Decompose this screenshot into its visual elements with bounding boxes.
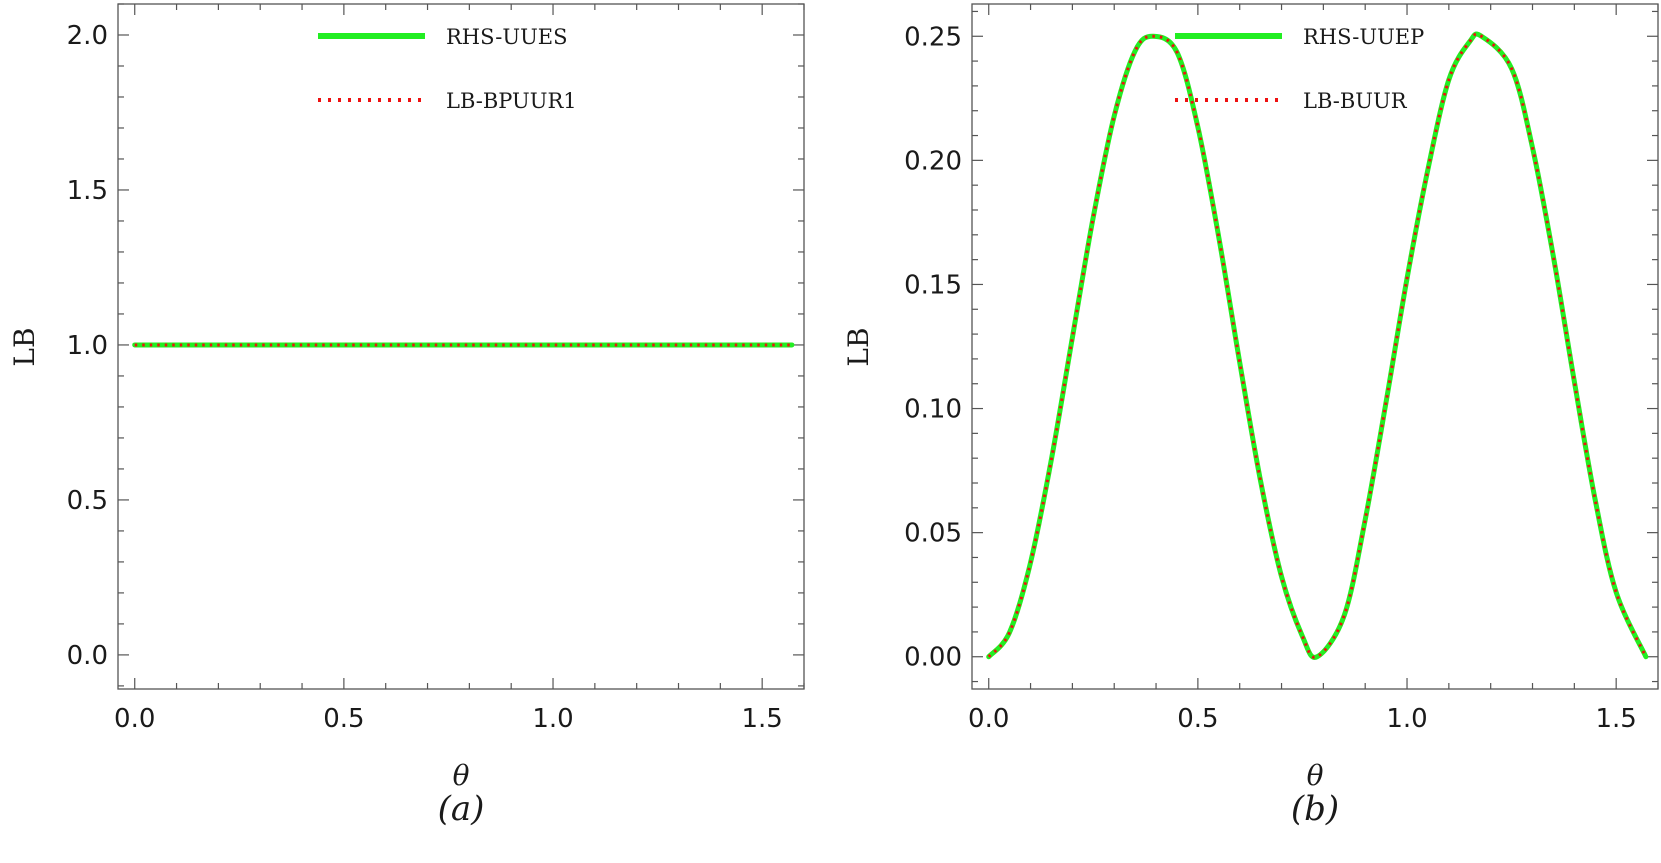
legend-label-rhs-uuep: RHS-UUEP <box>1303 25 1424 49</box>
x-tick-label: 1.0 <box>532 704 573 734</box>
panel-a: 0.0 0.5 1.0 1.5 0.0 0.5 1.0 1.5 2.0 θ LB (a) RHS… <box>8 3 805 829</box>
series-line-rhs-uuep <box>986 31 1649 660</box>
x-tick-label: 0.5 <box>1177 704 1218 734</box>
x-axis-title-a: θ <box>453 759 470 792</box>
x-tick-label: 0.5 <box>323 704 364 734</box>
x-tick-label: 1.5 <box>741 704 782 734</box>
legend-a: RHS-UUES LB-BPUUR1 <box>318 25 577 113</box>
legend-label-lb-bpuur1: LB-BPUUR1 <box>446 89 577 113</box>
ticks-b: 0.0 0.5 1.0 1.5 0.00 0.05 0.10 0.15 0.20 0.25 <box>904 4 1659 734</box>
y-tick-label: 0.20 <box>904 146 962 176</box>
y-tick-label: 1.5 <box>67 176 108 206</box>
ticks-a: 0.0 0.5 1.0 1.5 0.0 0.5 1.0 1.5 2.0 <box>67 3 805 734</box>
series-group-b <box>986 31 1649 660</box>
y-axis-title-b: LB <box>842 327 875 366</box>
panel-caption-a: (a) <box>438 789 485 829</box>
plot-frame-b <box>971 3 1659 690</box>
x-axis-title-b: θ <box>1307 759 1324 792</box>
legend-b: RHS-UUEP LB-BUUR <box>1175 25 1424 113</box>
y-tick-label: 0.00 <box>904 643 962 673</box>
panel-b: 0.0 0.5 1.0 1.5 0.00 0.05 0.10 0.15 0.20 0.25 θ L… <box>842 3 1659 829</box>
panel-caption-b: (b) <box>1291 789 1339 829</box>
plot-frame-a <box>117 3 805 690</box>
y-tick-label: 0.15 <box>904 270 962 300</box>
y-tick-label: 0.0 <box>67 641 108 671</box>
x-tick-label: 0.0 <box>968 704 1009 734</box>
y-axis-title-a: LB <box>8 327 41 366</box>
x-tick-label: 1.5 <box>1595 704 1636 734</box>
legend-label-rhs-uues: RHS-UUES <box>446 25 568 49</box>
series-line-lb-buur <box>987 32 1648 659</box>
y-tick-label: 0.25 <box>904 22 962 52</box>
y-tick-label: 0.10 <box>904 395 962 425</box>
x-tick-label: 0.0 <box>114 704 155 734</box>
y-tick-label: 0.5 <box>67 486 108 516</box>
y-tick-label: 2.0 <box>67 21 108 51</box>
y-tick-label: 0.05 <box>904 519 962 549</box>
y-tick-label: 1.0 <box>67 331 108 361</box>
legend-label-lb-buur: LB-BUUR <box>1303 89 1408 113</box>
x-tick-label: 1.0 <box>1386 704 1427 734</box>
